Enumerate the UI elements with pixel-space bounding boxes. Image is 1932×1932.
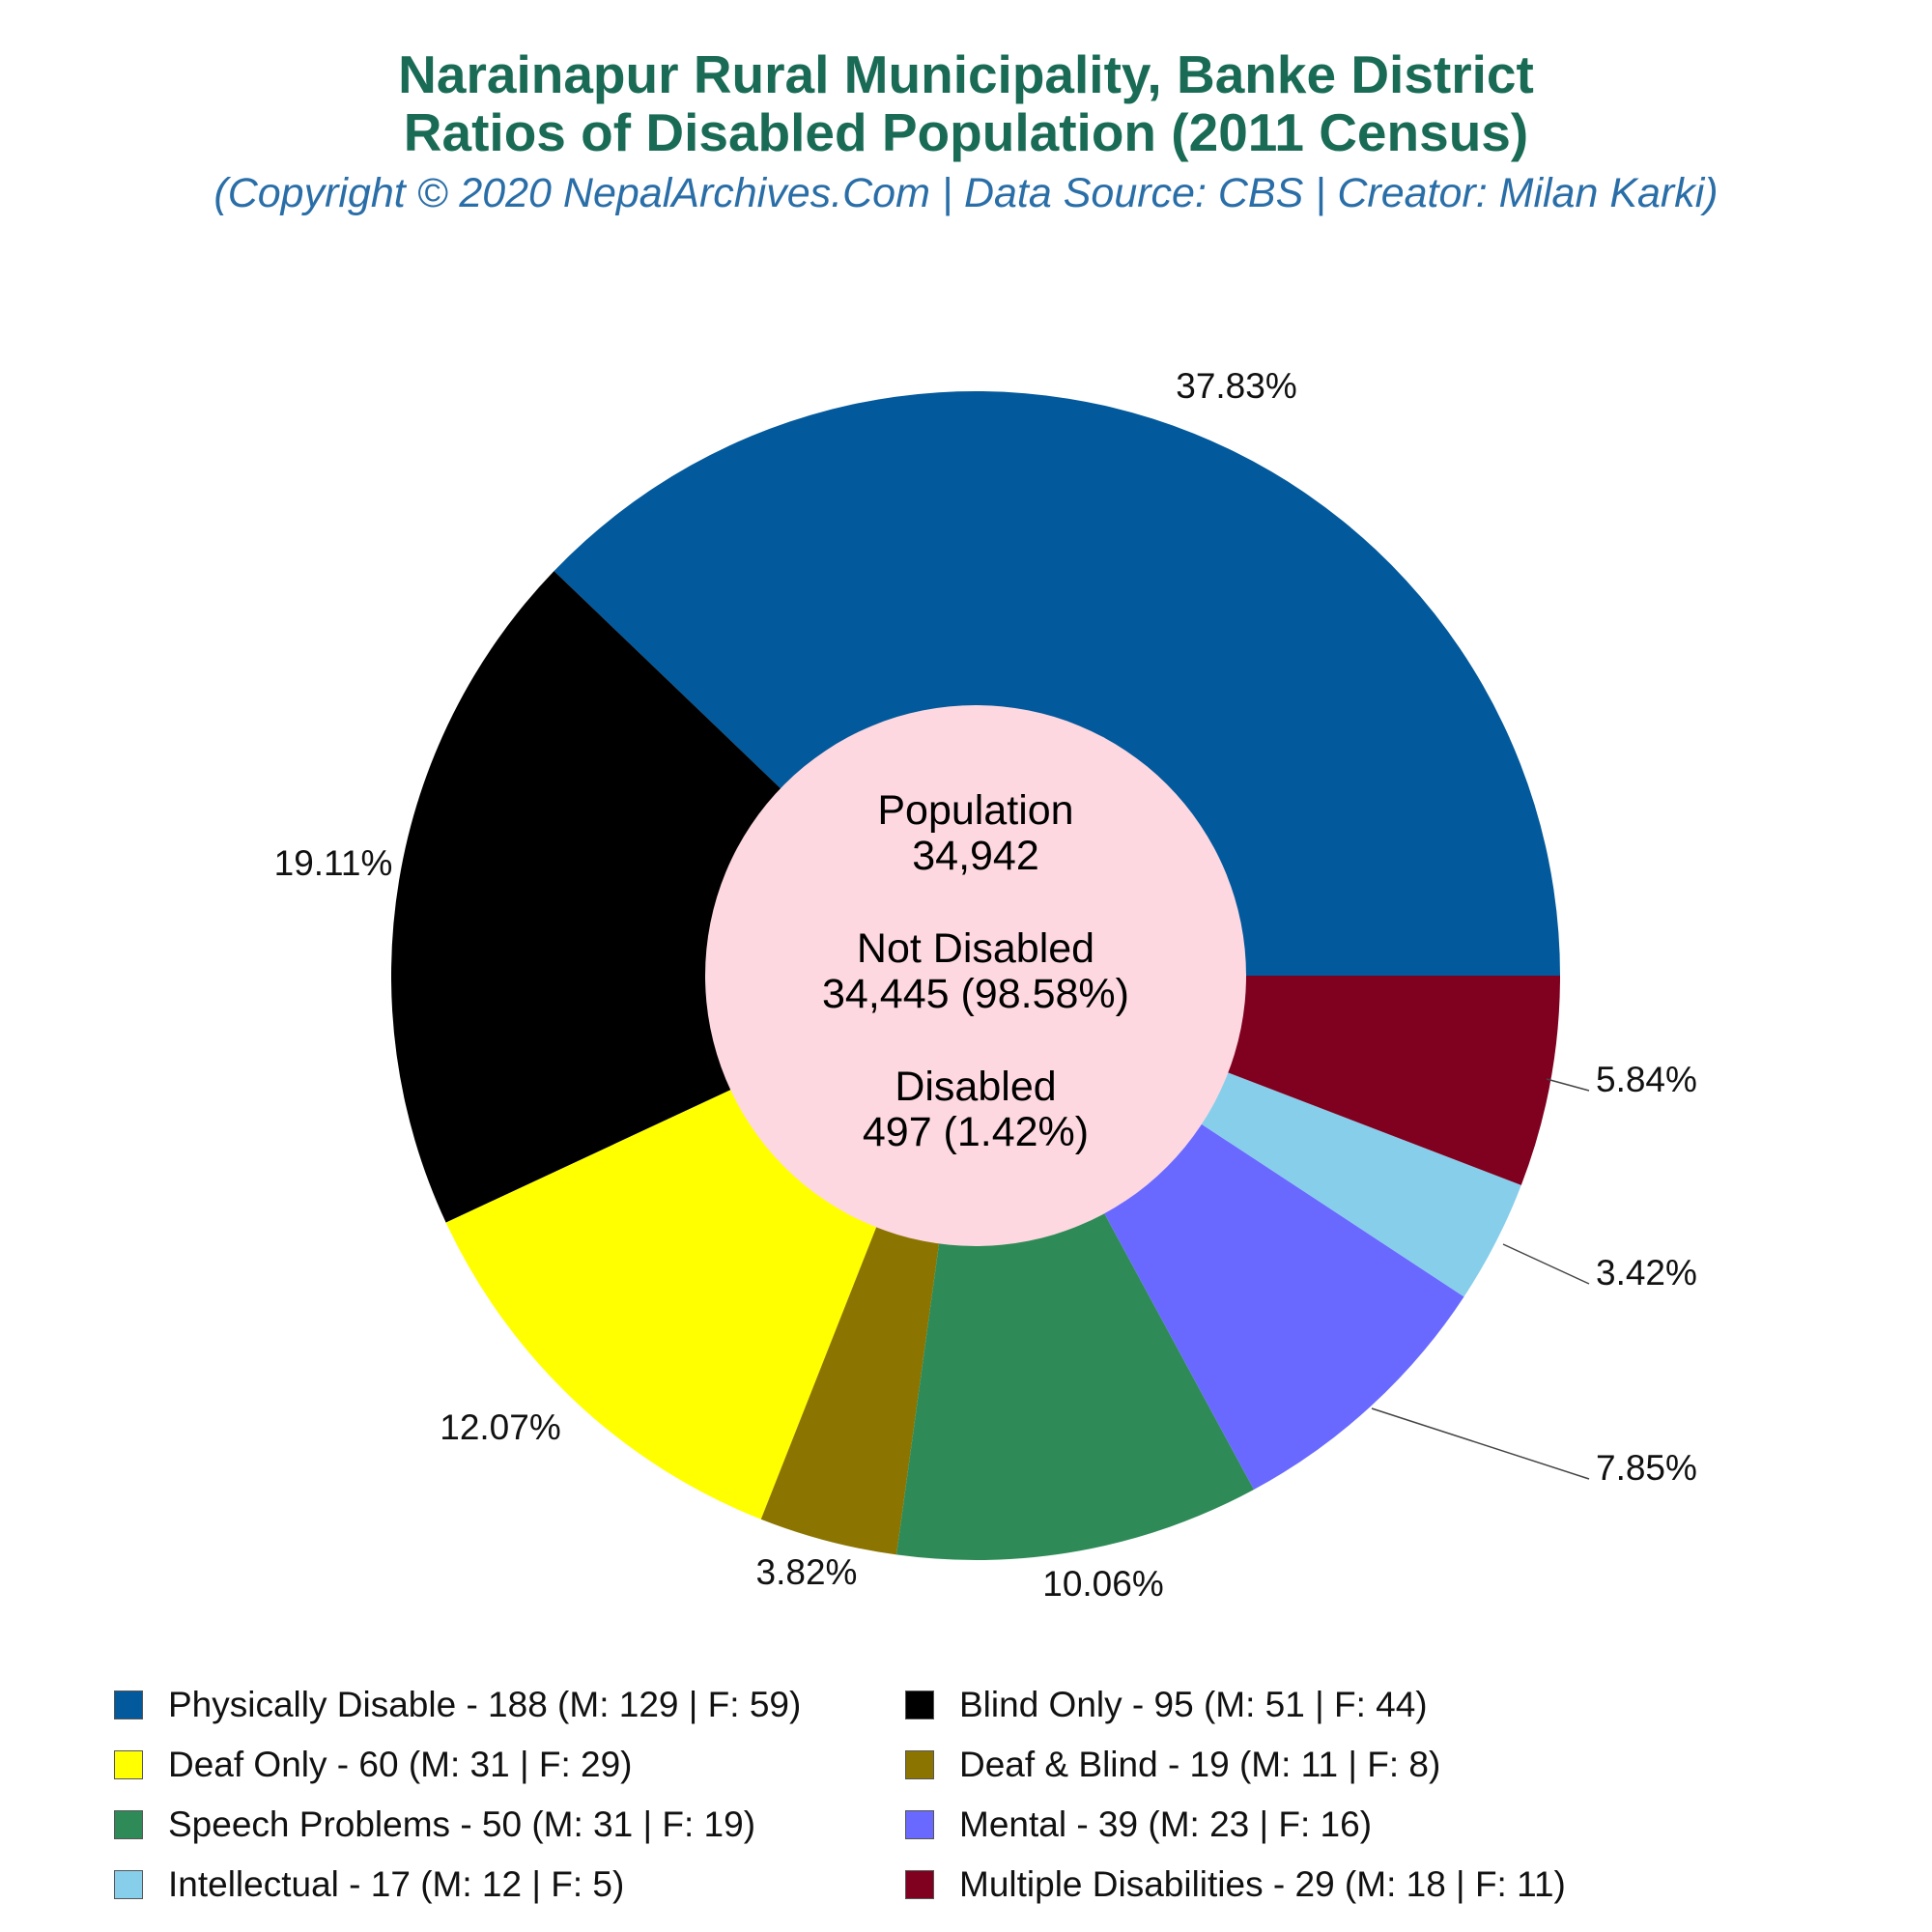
center-disabled-value: 497 (1.42%) [863, 1109, 1089, 1155]
legend-item: Multiple Disabilities - 29 (M: 18 | F: 1… [905, 1861, 1566, 1909]
legend-label: Physically Disable - 188 (M: 129 | F: 59… [168, 1685, 802, 1724]
slice-blind-only [390, 571, 976, 1223]
legend-label: Intellectual - 17 (M: 12 | F: 5) [168, 1864, 625, 1904]
slice-physically-disable [554, 390, 1561, 976]
center-not-disabled-value: 34,445 (98.58%) [822, 971, 1129, 1017]
percent-label: 37.83% [1176, 366, 1297, 406]
chart-subtitle: (Copyright © 2020 NepalArchives.Com | Da… [213, 170, 1719, 216]
percent-label: 5.84% [1596, 1060, 1697, 1099]
center-not-disabled-label: Not Disabled [857, 925, 1094, 972]
legend-label: Blind Only - 95 (M: 51 | F: 44) [959, 1685, 1428, 1724]
leader-line [1371, 1407, 1590, 1480]
leader-line [1502, 1243, 1590, 1285]
percent-label: 3.42% [1596, 1253, 1697, 1293]
legend-swatch [114, 1750, 143, 1779]
center-population-value: 34,942 [912, 833, 1039, 879]
percent-labels-layer: 37.83% 19.11% 12.07% 3.82% 10.06% 7.85% 3.42% 5… [274, 366, 1697, 1604]
legend-swatch [114, 1810, 143, 1839]
legend-label: Deaf Only - 60 (M: 31 | F: 29) [168, 1745, 633, 1784]
legend-swatch [905, 1810, 934, 1839]
legend-label: Multiple Disabilities - 29 (M: 18 | F: 1… [959, 1864, 1566, 1904]
legend-swatch [905, 1870, 934, 1899]
legend-swatch [114, 1870, 143, 1899]
center-population-label: Population [877, 787, 1073, 834]
legend-item: Mental - 39 (M: 23 | F: 16) [905, 1801, 1372, 1849]
center-disabled-label: Disabled [895, 1064, 1056, 1110]
legend-item: Speech Problems - 50 (M: 31 | F: 19) [114, 1801, 755, 1849]
legend-item: Deaf Only - 60 (M: 31 | F: 29) [114, 1741, 633, 1789]
leader-lines-layer [1371, 1078, 1590, 1480]
legend-swatch [905, 1690, 934, 1719]
legend-item: Intellectual - 17 (M: 12 | F: 5) [114, 1861, 624, 1909]
legend-label: Mental - 39 (M: 23 | F: 16) [959, 1804, 1373, 1844]
chart-title-line-1: Narainapur Rural Municipality, Banke Dis… [398, 44, 1534, 104]
chart-title-line-2: Ratios of Disabled Population (2011 Cens… [403, 102, 1529, 162]
legend-item: Deaf & Blind - 19 (M: 11 | F: 8) [905, 1741, 1440, 1789]
legend-swatch [905, 1750, 934, 1779]
legend-item: Physically Disable - 188 (M: 129 | F: 59… [114, 1681, 801, 1729]
legend-swatch [114, 1690, 143, 1719]
percent-label: 7.85% [1596, 1448, 1697, 1488]
percent-label: 3.82% [756, 1552, 858, 1592]
legend-label: Speech Problems - 50 (M: 31 | F: 19) [168, 1804, 756, 1844]
center-hole [705, 705, 1246, 1246]
percent-label: 12.07% [440, 1407, 561, 1447]
legend-label: Deaf & Blind - 19 (M: 11 | F: 8) [959, 1745, 1441, 1784]
percent-label: 10.06% [1042, 1564, 1164, 1604]
leader-line [1546, 1078, 1590, 1092]
legend-item: Blind Only - 95 (M: 51 | F: 44) [905, 1681, 1428, 1729]
percent-label: 19.11% [274, 843, 393, 883]
